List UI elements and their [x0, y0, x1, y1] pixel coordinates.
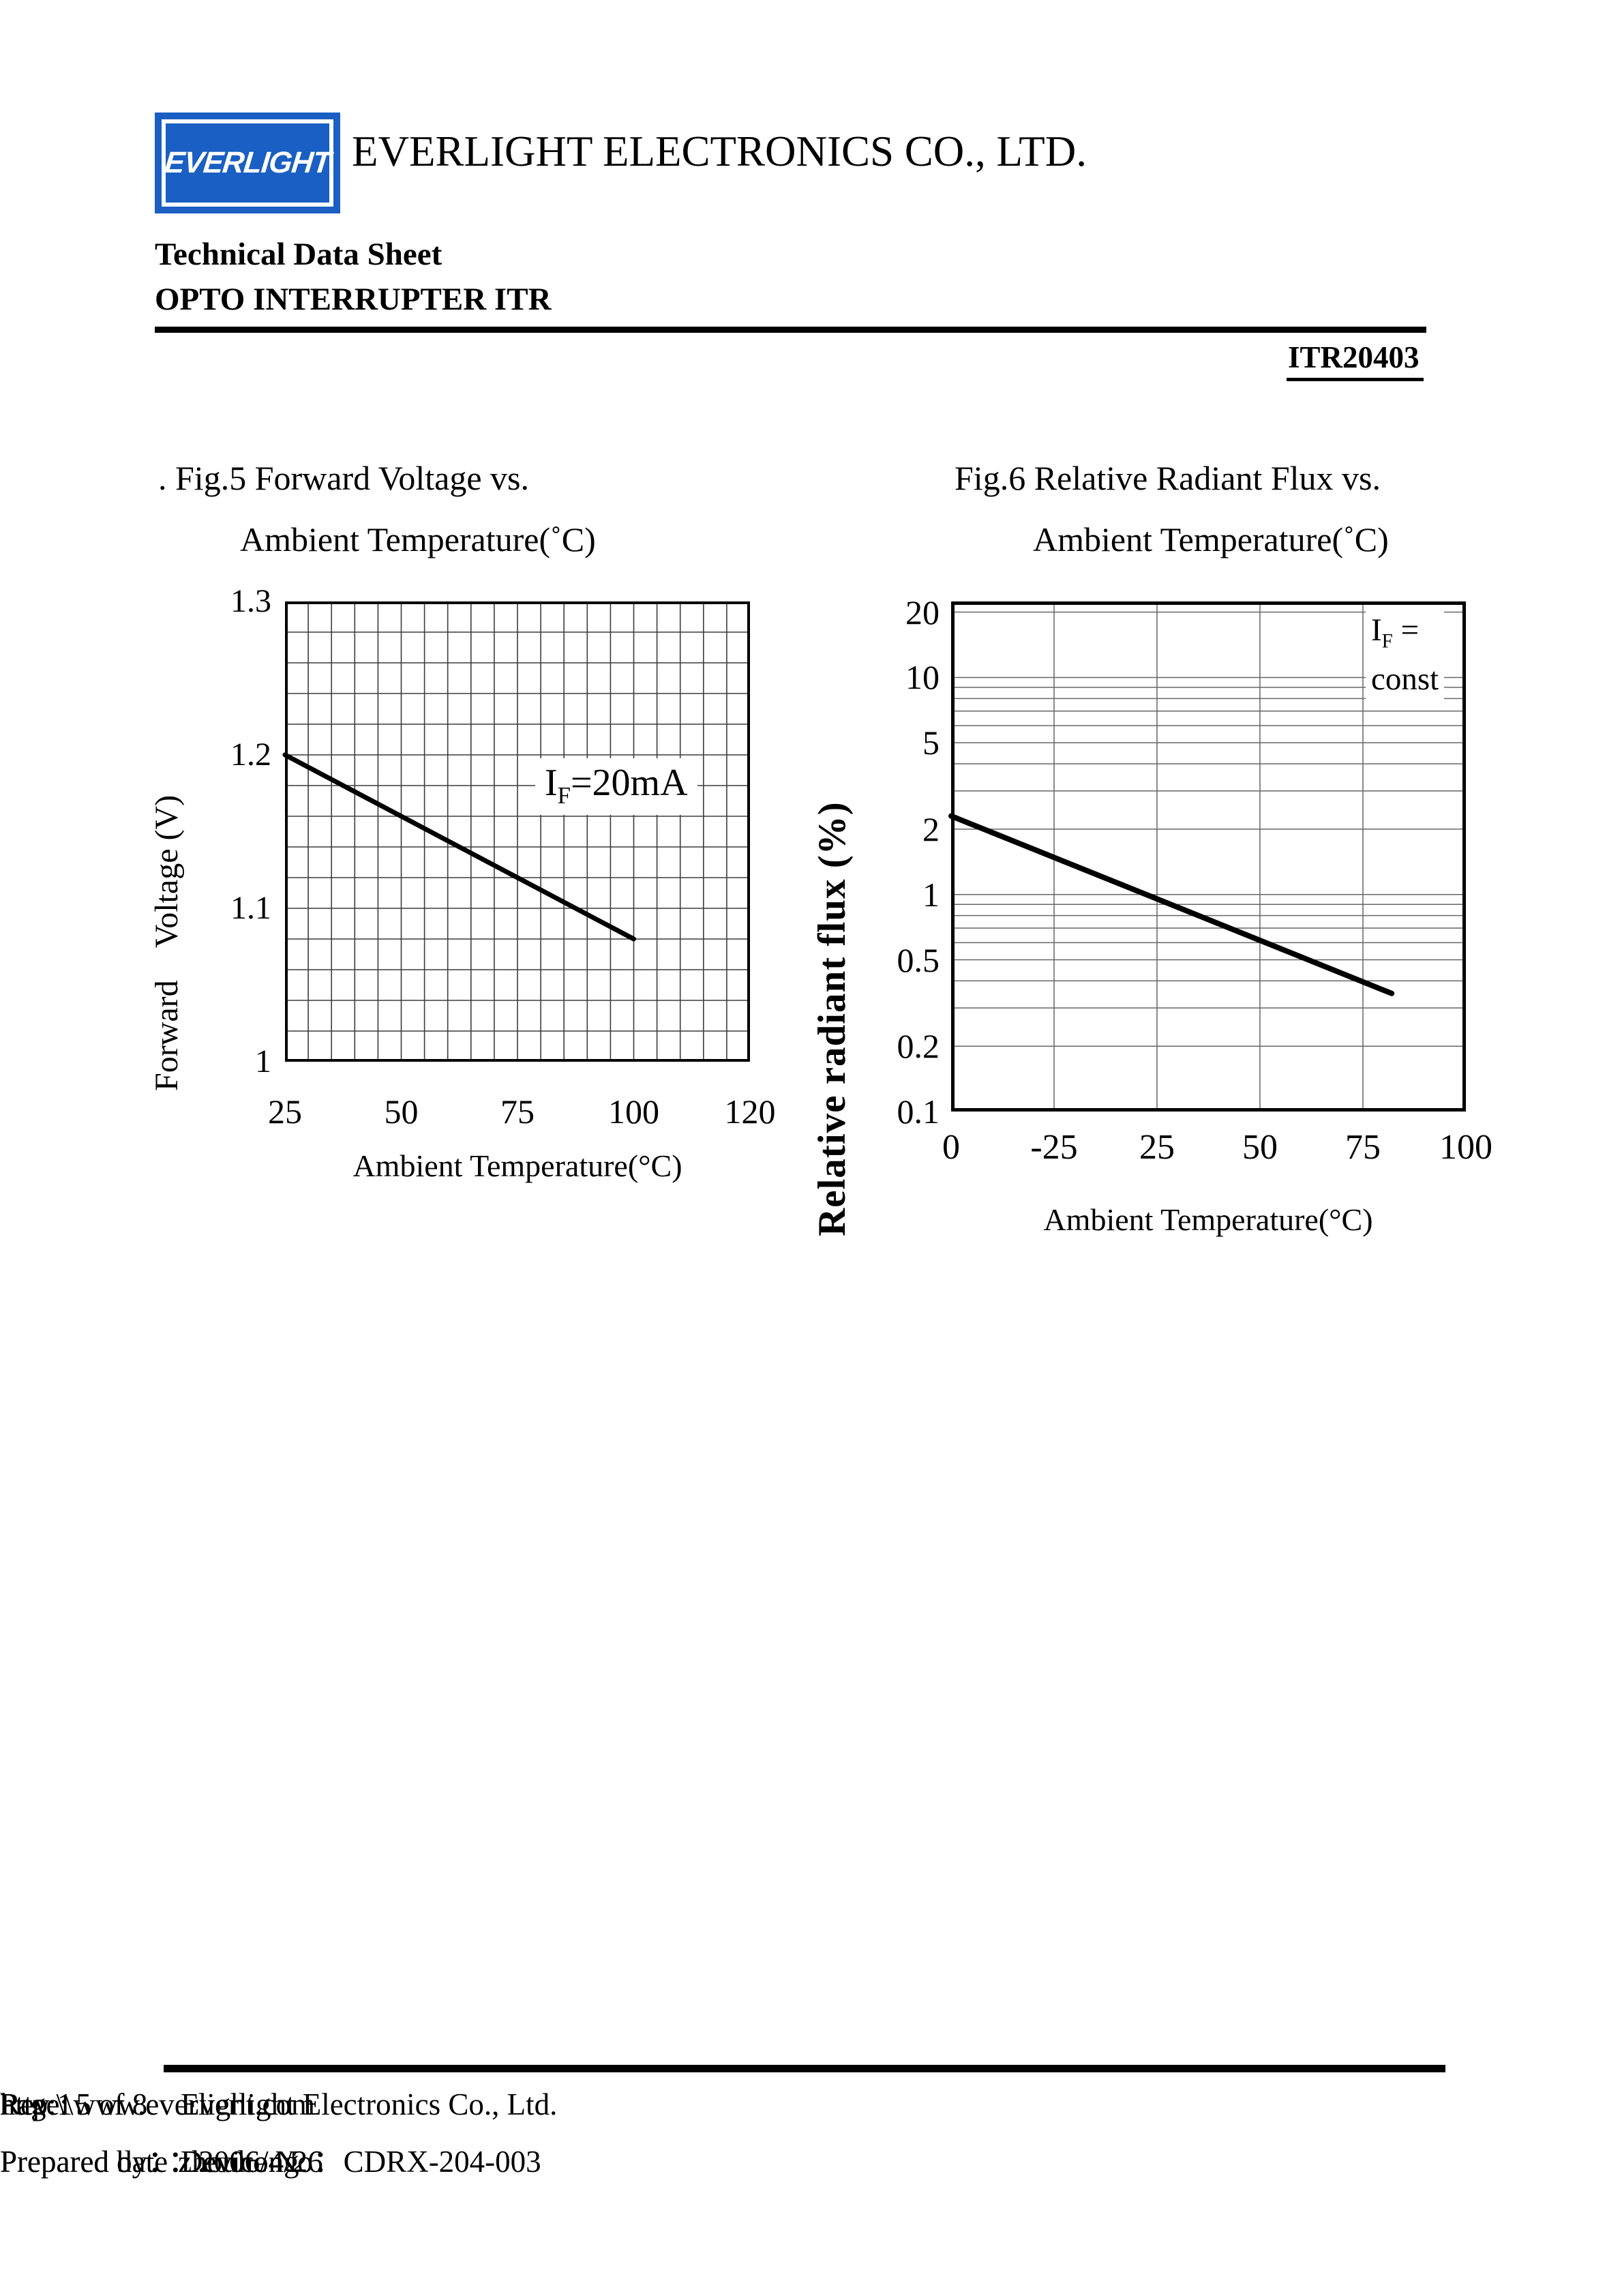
footer-prepared-by: Prepared by：zhouhong — [0, 2145, 299, 2179]
fig5-x-tick-label: 25 — [268, 1092, 302, 1131]
fig5-title-line1: . Fig.5 Forward Voltage vs. — [158, 459, 529, 497]
fig6-y-tick-label: 1 — [922, 875, 940, 914]
fig5-x-tick-label: 75 — [500, 1092, 535, 1131]
fig6-annotation-line1: IF = — [1371, 611, 1439, 660]
fig6-x-tick-label: 50 — [1242, 1128, 1278, 1167]
footer-website: http:\\www.everlight.com — [0, 2087, 315, 2121]
fig5-plot-area — [282, 601, 750, 1062]
product-title: OPTO INTERRUPTER ITR — [155, 282, 552, 317]
fig5-x-tick-label: 120 — [724, 1092, 776, 1131]
fig6-annotation-equals: = — [1392, 612, 1420, 648]
fig5-plot-frame — [285, 601, 750, 1062]
fig6-title-line1: Fig.6 Relative Radiant Flux vs. — [955, 459, 1381, 497]
fig6-x-tick-label: 75 — [1345, 1128, 1381, 1167]
fig6-plot-frame — [951, 601, 1466, 1112]
fig5-x-tick-label: 100 — [608, 1092, 659, 1131]
fig6-annotation-line2: const — [1371, 661, 1439, 698]
fig6-y-tick-label: 20 — [905, 593, 940, 631]
fig5-series-line — [282, 752, 636, 942]
fig5-annotation-value: =20mA — [570, 762, 688, 804]
fig5-annotation-if-20ma: IF=20mA — [535, 758, 697, 816]
fig5-annotation-subscript: F — [557, 782, 571, 809]
fig6-y-tick-label: 5 — [922, 724, 940, 762]
fig5-annotation-symbol: I — [545, 762, 558, 804]
document-type-title: Technical Data Sheet — [155, 237, 442, 272]
logo-wordmark: EVERLIGHT — [163, 146, 333, 179]
fig5-title-line2: Ambient Temperature(˚C) — [240, 520, 596, 558]
logo-inner-frame: EVERLIGHT — [162, 119, 333, 207]
fig6-x-tick-label: 0 — [942, 1128, 960, 1167]
fig6-x-tick-label: 100 — [1439, 1128, 1492, 1167]
fig6-annotation-if-const: IF = const — [1366, 611, 1445, 700]
fig5-chart-canvas — [285, 601, 750, 1062]
footer-page-number: Page: 5 of 8 — [0, 2087, 148, 2121]
footer-revision: Rev 1 — [0, 2087, 73, 2121]
fig6-y-tick-label: 10 — [905, 658, 940, 697]
footer-device-no: Device No：CDRX-204-003 — [181, 2145, 541, 2179]
footer-prepared-date: Prepared date：2006/4/26 — [0, 2145, 323, 2179]
fig6-annotation-subscript: F — [1381, 630, 1393, 653]
fig6-y-tick-label: 0.2 — [897, 1027, 940, 1066]
header-divider — [155, 327, 1426, 333]
fig5-x-axis-title: Ambient Temperature(°C) — [352, 1148, 682, 1183]
fig6-x-tick-label: 25 — [1139, 1128, 1175, 1167]
fig6-plot-area — [948, 601, 1466, 1112]
fig6-series-line — [948, 813, 1395, 996]
fig6-series-layer — [948, 813, 1395, 996]
footer-company: Everlight Electronics Co., Ltd. — [181, 2087, 558, 2121]
fig5-series-layer — [282, 752, 636, 942]
fig6-x-axis-title: Ambient Temperature(°C) — [1043, 1202, 1373, 1237]
part-number: ITR20403 — [1287, 340, 1424, 381]
fig5-y-tick-label: 1.2 — [230, 736, 271, 773]
fig5-y-tick-label: 1.3 — [230, 583, 271, 619]
fig5-x-tick-label: 50 — [384, 1092, 419, 1131]
fig6-y-tick-label: 0.5 — [897, 940, 940, 979]
fig6-x-tick-label: -25 — [1030, 1128, 1078, 1167]
fig6-y-tick-label: 0.1 — [897, 1092, 940, 1131]
fig5-y-tick-label: 1.1 — [230, 890, 271, 926]
fig5-grid — [285, 601, 750, 1062]
fig6-y-tick-label: 2 — [922, 809, 940, 848]
everlight-logo: EVERLIGHT — [155, 113, 340, 213]
fig6-annotation-symbol: I — [1371, 612, 1382, 648]
fig6-title-line2: Ambient Temperature(˚C) — [1033, 520, 1389, 558]
fig5-y-tick-label: 1 — [255, 1043, 271, 1079]
company-name: EVERLIGHT ELECTRONICS CO., LTD. — [352, 128, 1087, 175]
footer-divider — [164, 2065, 1445, 2072]
